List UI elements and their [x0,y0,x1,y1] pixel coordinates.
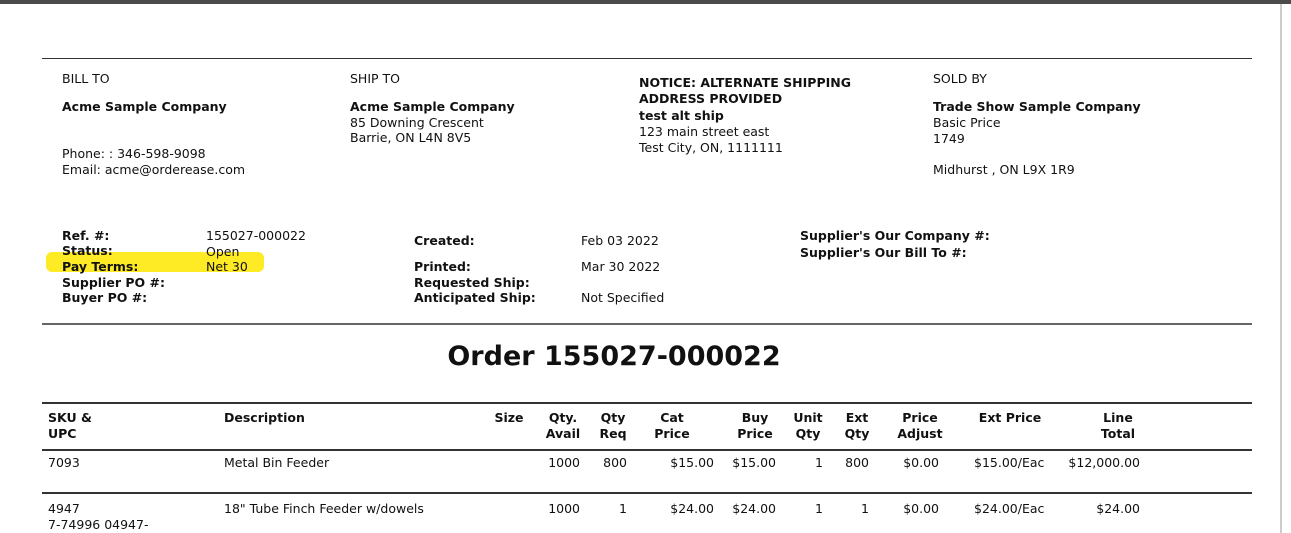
info-value: Mar 30 2022 [581,259,661,274]
info-label: Ref. #: [62,228,110,243]
info-value: 155027-000022 [206,228,306,243]
line: 123 main street east [639,124,770,139]
column-header: Unit Qty [793,410,823,441]
info-label: Printed: [414,259,471,274]
cell: 1 [815,501,823,516]
info-value: Not Specified [581,290,665,305]
line: Phone: : 346-598-9098 [62,146,206,161]
column-header: Qty Req [599,410,627,441]
order-title: Order 155027-000022 [447,341,781,372]
cell: $0.00 [903,501,939,516]
label: SOLD BY [933,71,987,86]
rule [42,492,1252,494]
cell: 1 [861,501,869,516]
cell: $24.00 [732,501,776,516]
line: Midhurst , ON L9X 1R9 [933,162,1075,177]
company: Acme Sample Company [350,99,515,114]
notice-name: test alt ship [639,108,724,123]
rule [42,58,1252,59]
highlight [46,252,264,272]
info-label: Supplier PO #: [62,275,165,290]
info-value: Feb 03 2022 [581,233,659,248]
cell: Metal Bin Feeder [224,455,330,470]
info-label: Anticipated Ship: [414,290,536,305]
cell: $24.00 [670,501,714,516]
column-header: Size [494,410,524,425]
line: Barrie, ON L4N 8V5 [350,130,472,145]
column-header: Cat Price [654,410,690,441]
cell: 7093 [48,455,80,470]
column-header: Line Total [1100,410,1136,441]
info-label: Buyer PO #: [62,290,148,305]
line: Basic Price [933,115,1001,130]
notice-title: NOTICE: ALTERNATE SHIPPING ADDRESS PROVI… [639,75,851,106]
cell: $15.00/Eac [974,455,1045,470]
rule [42,402,1252,404]
column-header: Ext Qty [844,410,870,441]
cell: $24.00/Eac [974,501,1045,516]
company: Trade Show Sample Company [933,99,1141,114]
info-value: Open [206,244,240,259]
rule [42,449,1252,451]
info-label: Pay Terms: [62,259,139,274]
cell: $15.00 [670,455,714,470]
column-header: SKU & UPC [48,410,92,441]
column-header: Price Adjust [897,410,943,441]
cell: $15.00 [732,455,776,470]
label: SHIP TO [350,71,401,86]
line: 85 Downing Crescent [350,115,484,130]
column-header: Ext Price [978,410,1042,425]
line: Test City, ON, 1111111 [639,140,783,155]
line: 1749 [933,131,965,146]
info-label: Supplier's Our Company #: [800,228,990,243]
rule [42,323,1252,325]
column-header: Description [224,410,305,425]
cell: 1000 [548,455,580,470]
column-header: Buy Price [737,410,773,441]
info-label: Status: [62,243,113,258]
cell: 800 [603,455,627,470]
cell: 1 [815,455,823,470]
cell: 18" Tube Finch Feeder w/dowels [224,501,424,516]
info-label: Requested Ship: [414,275,530,290]
cell: 800 [845,455,869,470]
label: BILL TO [62,71,110,86]
info-value: Net 30 [206,259,248,274]
cell: $0.00 [903,455,939,470]
top-bar [0,0,1291,4]
column-header: Qty. Avail [545,410,581,441]
cell: 4947 7-74996 04947- [48,501,149,532]
info-label: Created: [414,233,475,248]
line: Email: acme@orderease.com [62,162,246,177]
company: Acme Sample Company [62,99,227,114]
cell: $12,000.00 [1068,455,1140,470]
page-edge [1280,4,1282,533]
info-label: Supplier's Our Bill To #: [800,245,967,260]
cell: 1000 [548,501,580,516]
cell: 1 [619,501,627,516]
cell: $24.00 [1096,501,1140,516]
